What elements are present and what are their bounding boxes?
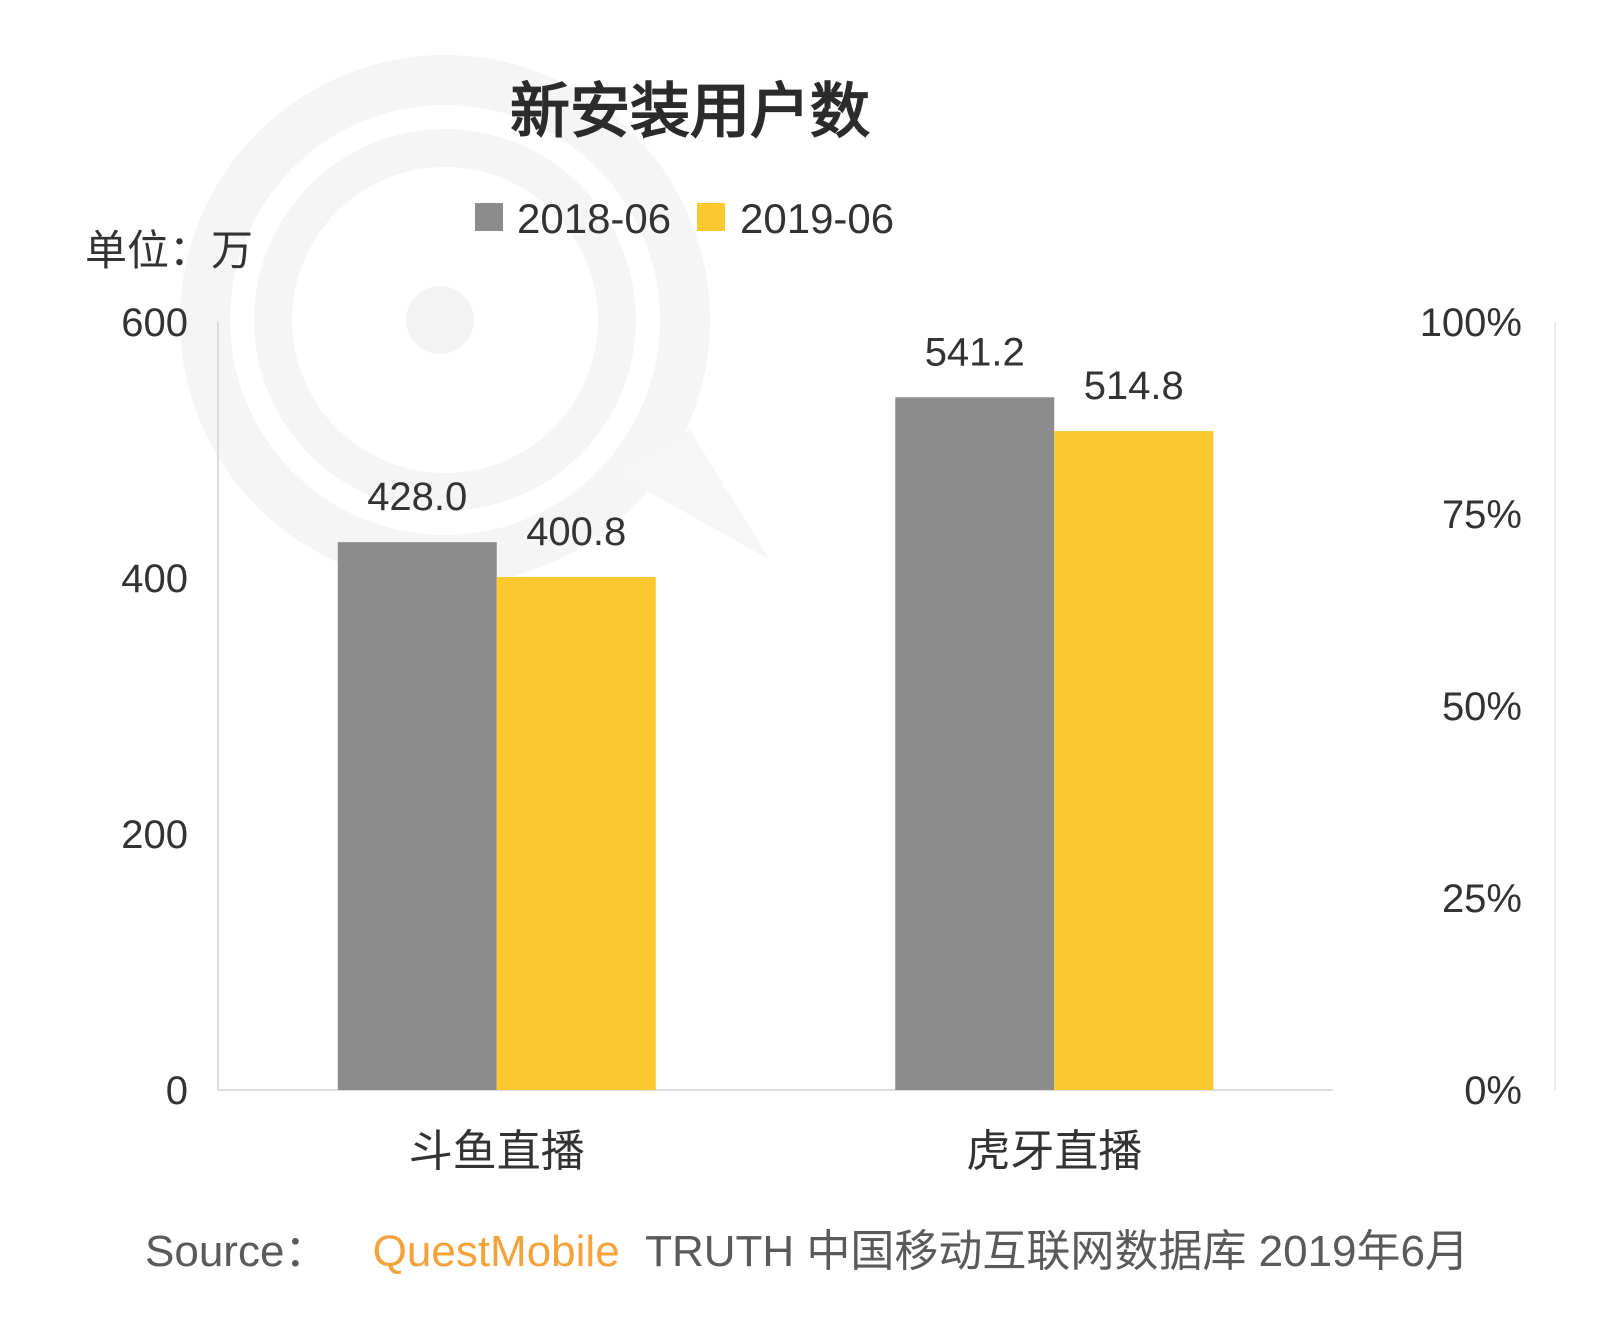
watermark-inner-ring [254, 129, 636, 511]
y-tick-label: 600 [121, 301, 188, 345]
y-axis-ticks: 600 400 200 0 [121, 301, 188, 1113]
chart-title: 新安装用户数 [510, 78, 870, 145]
y-tick-label: 0 [166, 1069, 188, 1113]
source-text: TRUTH 中国移动互联网数据库 2019年6月 [645, 1227, 1469, 1276]
y2-tick-label: 0% [1464, 1069, 1522, 1113]
source-label: Source： [145, 1227, 328, 1276]
y2-tick-label: 75% [1442, 493, 1522, 537]
legend-label-series-2: 2019-06 [740, 195, 894, 242]
category-label: 虎牙直播 [966, 1127, 1142, 1176]
data-label-series-1-category-1: 428.0 [367, 475, 467, 519]
category-label: 斗鱼直播 [409, 1127, 585, 1176]
legend-swatch-series-1 [475, 203, 503, 231]
data-label-series-2-category-1: 400.8 [526, 510, 626, 554]
legend-swatch-series-2 [697, 203, 725, 231]
bar-series-1-category-1 [337, 542, 497, 1090]
y2-tick-label: 100% [1420, 301, 1522, 345]
y-tick-label: 200 [121, 813, 188, 857]
y-tick-label: 400 [121, 557, 188, 601]
source-brand: QuestMobile [373, 1227, 620, 1276]
x-axis-category-labels: 斗鱼直播 虎牙直播 [409, 1127, 1143, 1176]
y2-tick-label: 50% [1442, 685, 1522, 729]
secondary-y-axis-ticks: 100% 75% 50% 25% 0% [1420, 301, 1522, 1113]
source-line: Source： QuestMobile TRUTH 中国移动互联网数据库 201… [145, 1227, 1469, 1276]
bar-series-2-category-2 [1054, 431, 1214, 1090]
watermark-tail [610, 430, 770, 560]
bars [337, 397, 1214, 1090]
data-label-series-2-category-2: 514.8 [1084, 364, 1184, 408]
y-axis-unit-label: 单位：万 [85, 227, 253, 274]
y2-tick-label: 25% [1442, 877, 1522, 921]
bar-series-1-category-2 [895, 397, 1055, 1090]
legend: 2018-06 2019-06 [475, 195, 894, 242]
watermark-dot [406, 286, 474, 354]
bar-series-2-category-1 [496, 576, 656, 1090]
legend-label-series-1: 2018-06 [517, 195, 671, 242]
watermark-logo [180, 55, 770, 585]
data-label-series-1-category-2: 541.2 [925, 330, 1025, 374]
data-labels: 428.0 400.8 541.2 514.8 [367, 330, 1184, 554]
